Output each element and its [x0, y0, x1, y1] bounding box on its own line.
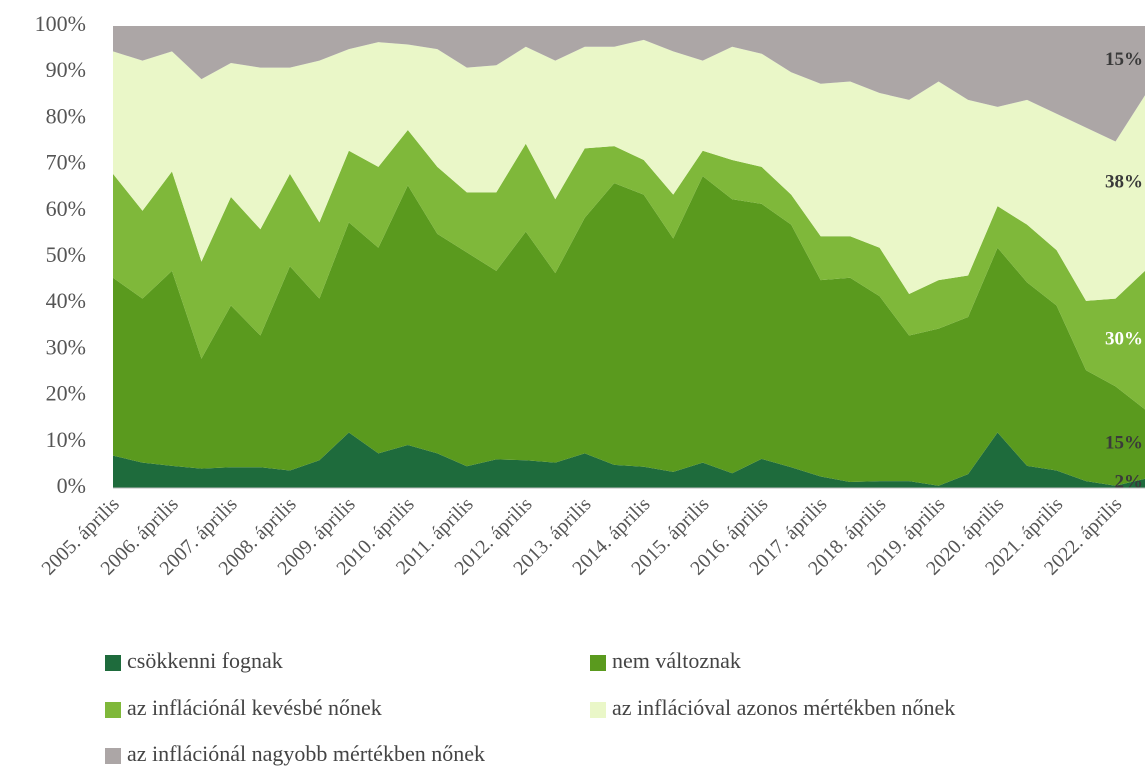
legend-swatch — [105, 702, 121, 718]
y-tick-label: 10% — [46, 427, 86, 452]
y-tick-label: 50% — [46, 242, 86, 267]
y-tick-label: 100% — [35, 11, 86, 36]
y-tick-label: 30% — [46, 334, 86, 359]
value-label: 2% — [1115, 472, 1144, 493]
y-tick-label: 70% — [46, 150, 86, 175]
value-label: 30% — [1105, 329, 1143, 350]
legend-label: az inflációval azonos mértékben nőnek — [612, 695, 955, 720]
legend-label: az inflációnál kevésbé nőnek — [127, 695, 382, 720]
value-label: 38% — [1105, 171, 1143, 192]
value-label: 15% — [1105, 49, 1143, 70]
y-tick-label: 40% — [46, 288, 86, 313]
legend-swatch — [105, 748, 121, 764]
area — [113, 432, 1145, 488]
y-tick-label: 20% — [46, 381, 86, 406]
area — [113, 176, 1145, 486]
legend-label: nem változnak — [612, 648, 741, 673]
area — [113, 39, 1145, 301]
y-tick-label: 60% — [46, 196, 86, 221]
y-tick-label: 90% — [46, 57, 86, 82]
value-label: 15% — [1105, 432, 1143, 453]
y-tick-label: 0% — [57, 473, 86, 498]
area — [113, 129, 1145, 410]
legend-swatch — [590, 702, 606, 718]
area — [113, 26, 1145, 142]
legend-label: az inflációnál nagyobb mértékben nőnek — [127, 741, 485, 766]
legend-swatch — [105, 655, 121, 671]
legend-swatch — [590, 655, 606, 671]
legend-label: csökkenni fognak — [127, 648, 283, 673]
y-tick-label: 80% — [46, 103, 86, 128]
